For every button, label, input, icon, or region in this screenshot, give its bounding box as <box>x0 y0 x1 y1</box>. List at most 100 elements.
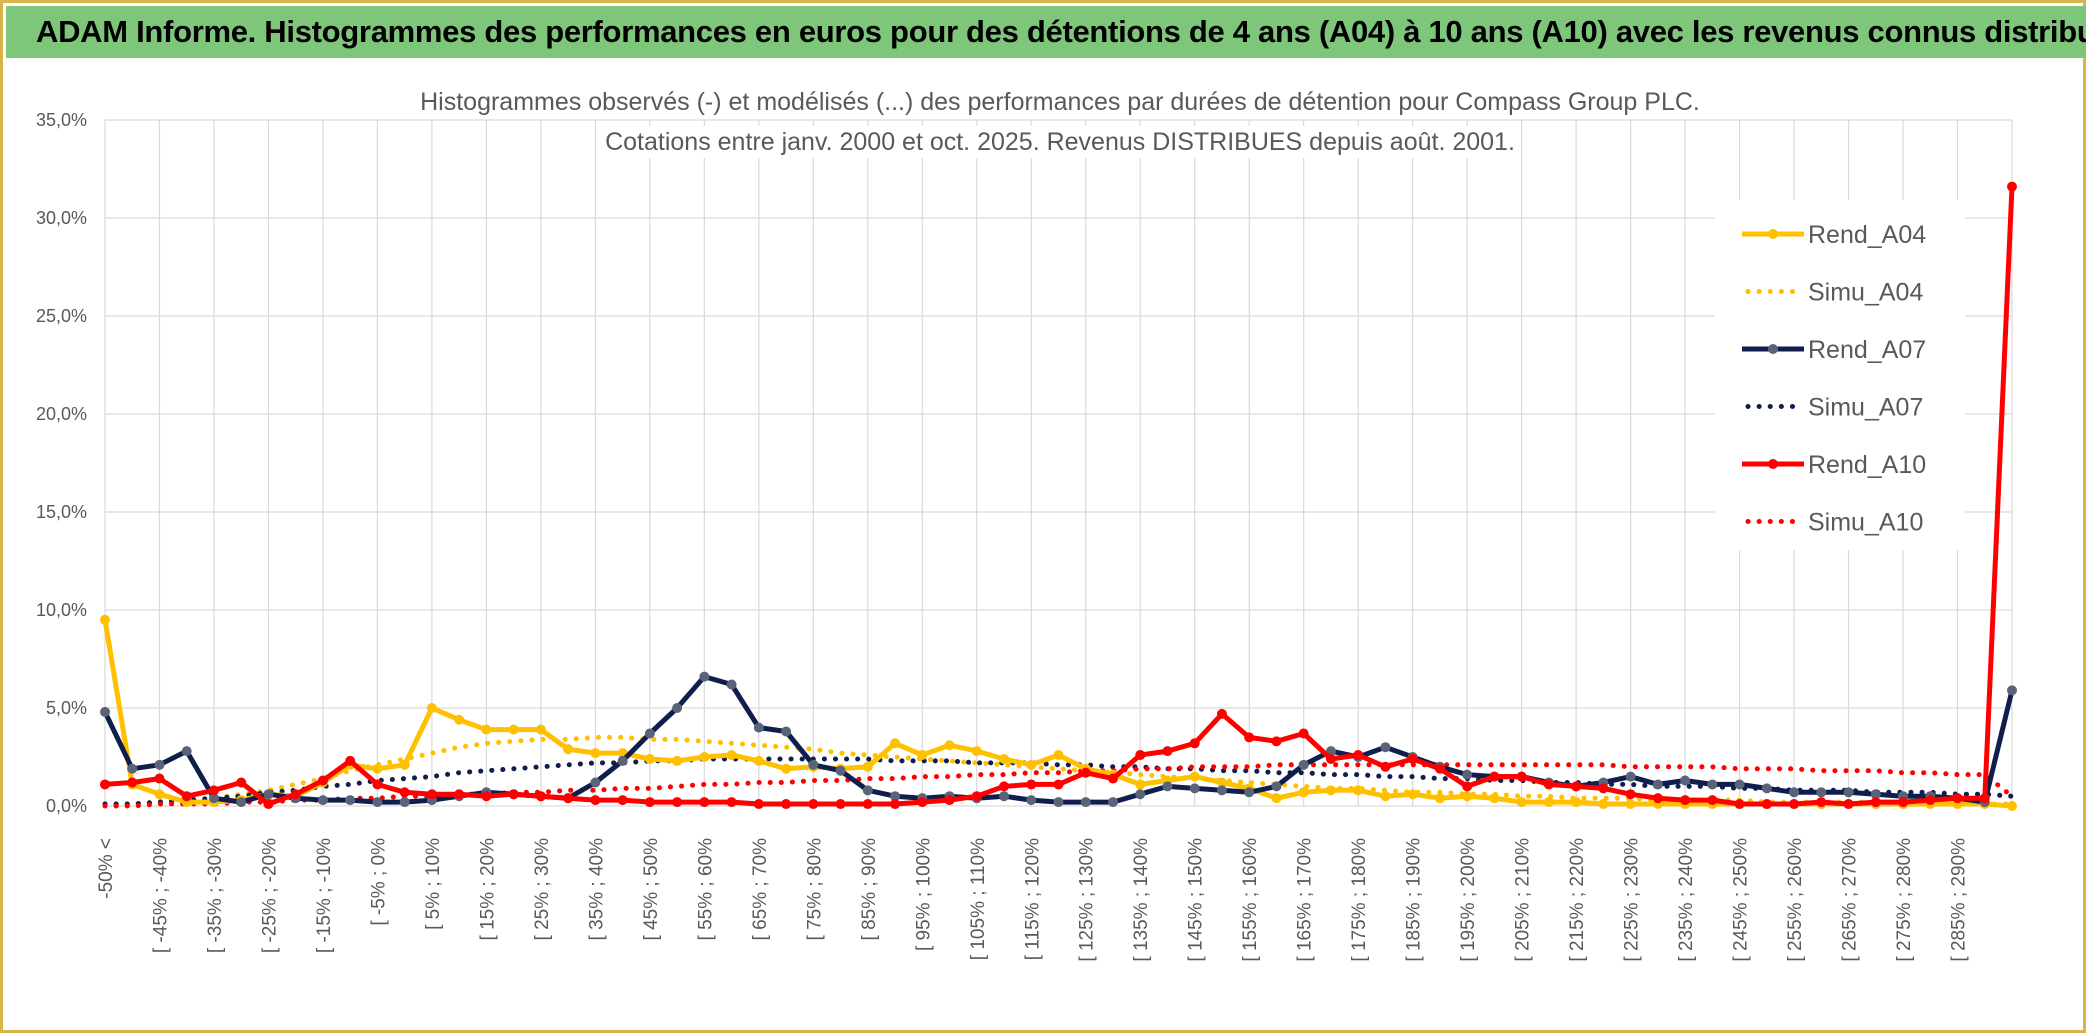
y-tick-label: 10,0% <box>36 600 87 620</box>
data-point-Rend_A10 <box>644 797 655 808</box>
chart-title-line: Histogrammes observés (-) et modélisés (… <box>420 88 1700 116</box>
data-point-Rend_A07 <box>236 797 247 808</box>
data-point-Rend_A07 <box>1162 781 1173 792</box>
data-point-Rend_A10 <box>726 797 737 808</box>
data-point-Rend_A10 <box>699 797 710 808</box>
data-point-Rend_A04 <box>862 761 873 772</box>
legend-label-Rend_A04: Rend_A04 <box>1808 221 1926 249</box>
data-point-Rend_A10 <box>1053 779 1064 790</box>
x-tick-label: [ 155% ; 160% <box>1240 838 1261 962</box>
data-point-Rend_A10 <box>1925 795 1936 806</box>
data-point-Rend_A04 <box>781 763 792 774</box>
chart-title-bg <box>599 126 1521 158</box>
data-point-Rend_A04 <box>1026 759 1037 770</box>
data-point-Rend_A04 <box>100 614 110 625</box>
data-point-Rend_A10 <box>1244 732 1255 743</box>
data-point-Rend_A10 <box>1734 799 1745 810</box>
x-tick-label: [ 105% ; 110% <box>968 838 989 960</box>
data-point-Rend_A10 <box>1625 789 1636 800</box>
data-point-Rend_A04 <box>1353 785 1364 796</box>
data-point-Rend_A07 <box>1789 787 1800 798</box>
data-point-Rend_A07 <box>1380 742 1391 753</box>
x-tick-label: [ 45% ; 50% <box>641 838 662 941</box>
legend-label-Rend_A10: Rend_A10 <box>1808 451 1926 479</box>
data-point-Rend_A07 <box>1271 781 1282 792</box>
data-point-Rend_A07 <box>1107 797 1118 808</box>
data-point-Rend_A10 <box>672 797 683 808</box>
data-point-Rend_A07 <box>1680 775 1691 786</box>
data-point-Rend_A04 <box>1516 797 1527 808</box>
data-point-Rend_A07 <box>154 759 165 770</box>
data-point-Rend_A10 <box>1298 728 1309 739</box>
data-point-Rend_A07 <box>2007 685 2017 696</box>
data-point-Rend_A07 <box>399 797 410 808</box>
legend-marker-Rend_A07 <box>1768 344 1778 354</box>
data-point-Rend_A07 <box>1816 787 1827 798</box>
data-point-Rend_A07 <box>726 679 737 690</box>
x-tick-label: [ 175% ; 180% <box>1349 838 1370 962</box>
legend-bg <box>1715 200 1965 550</box>
x-tick-label: [ 205% ; 210% <box>1513 838 1534 962</box>
data-point-Rend_A07 <box>1707 779 1718 790</box>
y-tick-label: 35,0% <box>36 110 87 130</box>
data-point-Rend_A10 <box>154 773 165 784</box>
data-point-Rend_A10 <box>1816 797 1827 808</box>
data-point-Rend_A07 <box>590 777 601 788</box>
data-point-Rend_A10 <box>236 777 247 788</box>
data-point-Rend_A10 <box>890 799 901 810</box>
data-point-Rend_A04 <box>1189 771 1200 782</box>
y-axis-ticks: 0,0% 5,0% 10,0% 15,0% 20,0% 25,0% 30,0% 35,0% <box>36 110 87 816</box>
data-point-Rend_A10 <box>290 789 301 800</box>
data-point-Rend_A07 <box>835 765 846 776</box>
data-point-Rend_A04 <box>1325 785 1336 796</box>
x-tick-label: [ 85% ; 90% <box>859 838 880 941</box>
series-line-Simu_A07 <box>102 756 2015 807</box>
data-point-Rend_A10 <box>208 785 219 796</box>
data-point-Rend_A04 <box>699 752 710 762</box>
data-point-Rend_A10 <box>1080 767 1091 778</box>
y-tick-label: 5,0% <box>46 698 87 718</box>
data-point-Rend_A10 <box>1571 781 1582 792</box>
data-point-Rend_A10 <box>999 781 1010 792</box>
x-tick-label: [ 75% ; 80% <box>804 838 825 941</box>
data-point-Rend_A07 <box>781 726 792 737</box>
x-tick-label: [ 115% ; 120% <box>1022 838 1043 960</box>
x-tick-label: [ 125% ; 130% <box>1077 838 1098 962</box>
x-tick-label: [ 235% ; 240% <box>1676 838 1697 962</box>
data-point-Rend_A10 <box>1898 797 1909 808</box>
data-point-Rend_A04 <box>1489 793 1500 804</box>
data-point-Rend_A04 <box>1271 793 1282 804</box>
x-tick-label: [ 185% ; 190% <box>1404 838 1425 962</box>
legend-label-Rend_A07: Rend_A07 <box>1808 336 1926 364</box>
data-point-Rend_A04 <box>563 744 574 755</box>
data-point-Rend_A10 <box>1516 771 1527 782</box>
x-tick-label: [ -45% ; -40% <box>150 838 171 953</box>
data-point-Rend_A07 <box>1734 779 1745 790</box>
data-point-Rend_A10 <box>1489 771 1500 782</box>
data-point-Rend_A10 <box>1652 793 1663 804</box>
data-point-Rend_A07 <box>127 763 138 774</box>
data-point-Rend_A10 <box>862 799 873 810</box>
data-point-Rend_A10 <box>971 791 982 802</box>
data-point-Rend_A10 <box>127 777 138 788</box>
data-point-Rend_A04 <box>154 789 165 800</box>
data-point-Rend_A07 <box>1843 787 1854 798</box>
data-point-Rend_A07 <box>317 795 328 806</box>
data-point-Rend_A04 <box>1407 789 1418 800</box>
data-point-Rend_A10 <box>808 799 819 810</box>
x-tick-label: [ 275% ; 280% <box>1894 838 1915 962</box>
data-point-Rend_A07 <box>1026 795 1037 806</box>
data-point-Rend_A10 <box>1189 738 1200 749</box>
x-tick-label: [ -35% ; -30% <box>205 838 226 953</box>
data-point-Rend_A10 <box>1789 799 1800 810</box>
data-point-Rend_A04 <box>1380 791 1391 802</box>
report-title: ADAM Informe. Histogrammes des performan… <box>36 14 2086 49</box>
x-tick-label: [ 25% ; 30% <box>532 838 553 941</box>
data-point-Rend_A04 <box>535 724 546 735</box>
data-point-Rend_A04 <box>399 759 410 770</box>
data-point-Rend_A04 <box>726 750 737 761</box>
legend-label-Simu_A04: Simu_A04 <box>1808 279 1923 307</box>
data-point-Rend_A10 <box>1843 799 1854 810</box>
data-point-Rend_A07 <box>1135 789 1146 800</box>
data-point-Rend_A04 <box>1135 779 1146 790</box>
